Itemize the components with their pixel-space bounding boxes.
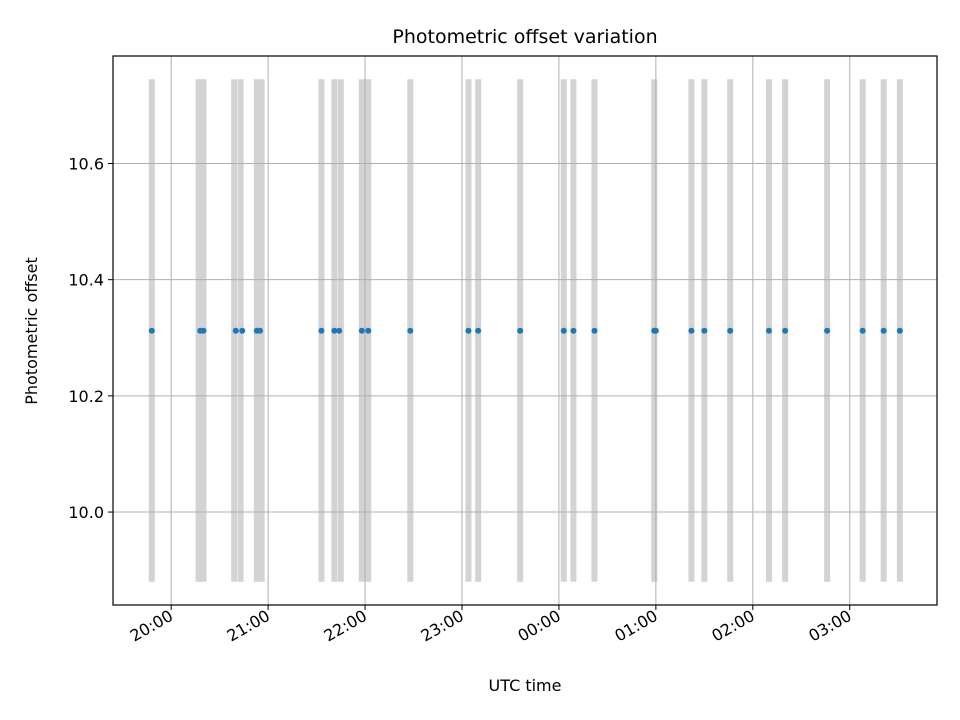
- data-points: [148, 327, 903, 334]
- y-axis-title: Photometric offset: [22, 257, 41, 405]
- gridlines: [113, 56, 937, 605]
- data-point: [688, 327, 695, 334]
- data-point: [407, 327, 414, 334]
- data-point: [896, 327, 903, 334]
- data-point: [824, 327, 831, 334]
- data-point: [331, 327, 338, 334]
- plot-frame: [112, 55, 938, 606]
- data-point: [701, 327, 708, 334]
- data-point: [239, 327, 246, 334]
- data-point: [465, 327, 472, 334]
- data-point: [652, 327, 659, 334]
- data-point: [570, 327, 577, 334]
- data-point: [727, 327, 734, 334]
- data-point: [318, 327, 325, 334]
- y-axis-ticks: 10.0 10.2 10.4 10.6: [68, 154, 113, 522]
- data-point: [859, 327, 866, 334]
- data-point: [560, 327, 567, 334]
- data-point: [517, 327, 524, 334]
- data-point: [475, 327, 482, 334]
- x-axis-title: UTC time: [489, 676, 562, 695]
- y-tick-label: 10.6: [68, 154, 104, 173]
- y-tick-label: 10.0: [68, 503, 104, 522]
- data-point: [365, 327, 372, 334]
- data-point: [765, 327, 772, 334]
- data-point: [782, 327, 789, 334]
- data-point: [591, 327, 598, 334]
- data-point: [880, 327, 887, 334]
- data-point: [336, 327, 343, 334]
- data-point: [358, 327, 365, 334]
- data-point: [232, 327, 239, 334]
- y-tick-label: 10.4: [68, 271, 104, 290]
- data-point: [257, 327, 264, 334]
- y-tick-label: 10.2: [68, 387, 104, 406]
- chart-title: Photometric offset variation: [392, 26, 657, 48]
- data-point: [148, 327, 155, 334]
- data-point: [200, 327, 207, 334]
